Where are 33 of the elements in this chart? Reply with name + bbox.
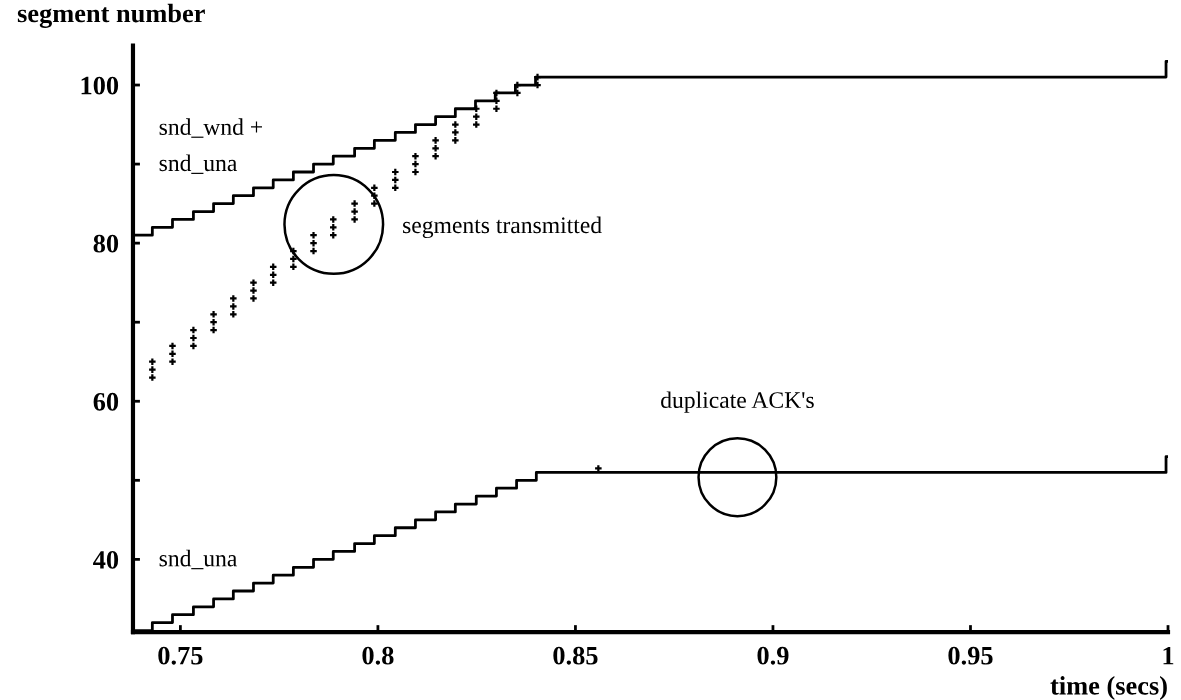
y-tick-label: 40 — [93, 550, 119, 569]
point — [431, 136, 440, 145]
y-tick-label: 100 — [81, 76, 119, 95]
x-tick-label: 1 — [1163, 646, 1174, 665]
point — [168, 341, 177, 351]
annotation: duplicate ACK's — [661, 391, 814, 413]
x-tick-label: 0.75 — [158, 646, 203, 665]
series-label: snd_una — [159, 549, 238, 570]
point — [350, 215, 359, 224]
point — [249, 294, 258, 303]
point — [249, 286, 258, 295]
x-tick-label: 0.85 — [553, 646, 598, 665]
point — [350, 199, 359, 208]
point — [309, 246, 318, 256]
point — [350, 207, 359, 216]
x-tick-label: 0.9 — [757, 646, 789, 665]
point — [189, 325, 198, 335]
series-label: snd_wnd + snd_una — [159, 118, 262, 174]
x-tick-label: 0.95 — [948, 646, 993, 665]
x-axis-title: time (secs) — [1050, 676, 1167, 700]
point — [411, 167, 420, 177]
point — [189, 333, 198, 343]
point — [189, 341, 198, 351]
point — [411, 159, 420, 169]
annotation: segments transmitted — [403, 216, 602, 239]
point — [492, 88, 501, 98]
point — [533, 80, 542, 90]
y-tick-label: 80 — [93, 234, 119, 253]
y-tick-label: 60 — [93, 392, 119, 411]
point — [209, 325, 218, 335]
x-tick-label: 0.8 — [362, 646, 394, 665]
point — [533, 72, 542, 82]
y-axis-title: segment number — [17, 3, 205, 28]
